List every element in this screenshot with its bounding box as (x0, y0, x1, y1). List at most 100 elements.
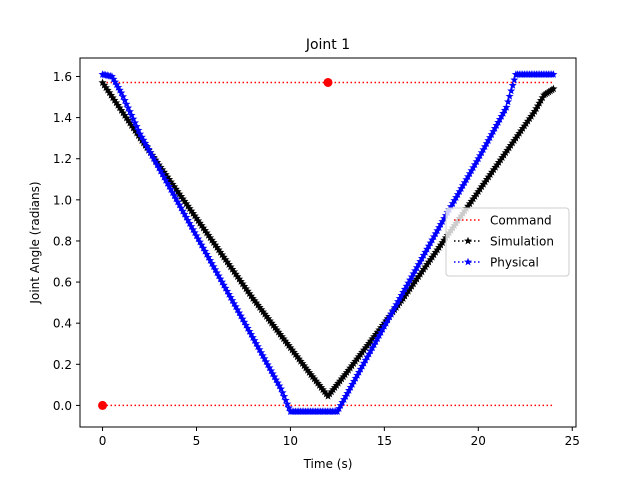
data-point (131, 126, 139, 134)
data-point (218, 250, 227, 259)
data-point (219, 253, 228, 261)
data-point (507, 86, 516, 95)
data-point (231, 270, 240, 278)
data-point (272, 375, 281, 384)
data-point (260, 354, 269, 363)
data-point (195, 219, 204, 227)
data-point (182, 213, 191, 221)
data-point (124, 116, 133, 124)
data-point (160, 167, 169, 176)
data-point (243, 287, 252, 295)
data-point (131, 118, 139, 127)
data-point (204, 231, 213, 239)
data-point (202, 228, 211, 237)
data-point (238, 279, 247, 288)
data-point (187, 206, 196, 215)
data-point (105, 88, 114, 97)
y-tick-label: 0.0 (53, 399, 72, 413)
y-axis: 0.0 0.2 0.4 0.6 0.8 1.0 1.2 1.4 1.6 (53, 70, 80, 413)
x-tick-label: 20 (471, 434, 486, 448)
data-point (201, 226, 210, 234)
data-point (192, 231, 201, 240)
data-point (125, 118, 134, 127)
data-point (216, 274, 225, 283)
series-layer (98, 70, 558, 415)
data-point (549, 70, 558, 78)
data-point (189, 225, 198, 234)
data-point (194, 216, 203, 225)
x-tick-label: 0 (99, 434, 107, 448)
data-point (271, 323, 280, 332)
data-point (231, 302, 240, 311)
data-point (171, 184, 180, 193)
data-point (171, 194, 180, 203)
data-point (156, 166, 165, 175)
legend-label: Simulation (490, 235, 554, 249)
data-point (180, 197, 189, 205)
chart-title: Joint 1 (305, 37, 350, 53)
data-point (250, 296, 259, 305)
data-point (317, 383, 326, 391)
data-point (119, 108, 128, 117)
data-point (192, 214, 201, 222)
data-point (245, 327, 254, 335)
data-point (253, 301, 262, 309)
data-point (320, 387, 329, 396)
data-point (224, 260, 233, 268)
data-point (296, 357, 305, 365)
data-point (248, 333, 257, 341)
data-point (510, 75, 519, 84)
data-point (98, 78, 107, 87)
data-point (313, 379, 322, 387)
data-point (238, 314, 247, 323)
data-point (247, 291, 256, 300)
data-point (315, 381, 324, 389)
data-point (219, 280, 228, 289)
data-point (209, 238, 218, 247)
data-point (235, 274, 244, 283)
data-point (173, 187, 182, 196)
legend-swatch-marker (464, 236, 472, 245)
legend-box (445, 207, 570, 277)
data-point (122, 113, 131, 122)
data-point (240, 282, 249, 290)
data-point (250, 336, 259, 344)
data-point (166, 177, 175, 186)
data-point (207, 236, 216, 244)
data-point (504, 97, 513, 106)
data-point (178, 194, 187, 203)
data-point (120, 96, 129, 104)
data-point (183, 202, 192, 210)
legend-label: Physical (490, 256, 539, 270)
data-point (194, 234, 203, 243)
data-point (180, 210, 189, 218)
data-point (197, 240, 206, 249)
data-point (158, 165, 167, 174)
data-point (286, 343, 295, 352)
data-point (281, 336, 290, 345)
data-point (230, 267, 239, 276)
data-point (223, 287, 232, 295)
data-point (112, 80, 121, 89)
data-point (259, 307, 268, 316)
data-point (255, 345, 264, 354)
data-point (139, 136, 148, 144)
data-point (137, 132, 146, 141)
data-point (207, 259, 216, 267)
data-point (248, 294, 257, 302)
data-point (236, 277, 245, 285)
command-point (98, 400, 108, 410)
data-point (209, 262, 218, 271)
x-axis: 0 5 10 15 20 25 (99, 427, 580, 448)
y-tick-label: 1.0 (53, 193, 72, 207)
data-point (103, 86, 112, 94)
data-point (115, 103, 124, 112)
data-point (221, 255, 230, 264)
data-point (233, 305, 242, 314)
y-tick-label: 0.8 (53, 234, 72, 248)
series-physical (98, 70, 558, 415)
data-point (117, 106, 126, 114)
data-point (214, 245, 223, 254)
data-point (260, 310, 269, 318)
